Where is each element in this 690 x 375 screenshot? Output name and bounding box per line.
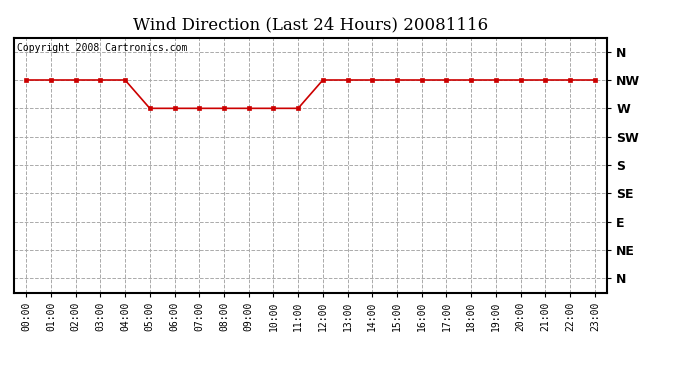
- Text: Copyright 2008 Cartronics.com: Copyright 2008 Cartronics.com: [17, 43, 187, 52]
- Title: Wind Direction (Last 24 Hours) 20081116: Wind Direction (Last 24 Hours) 20081116: [133, 16, 488, 33]
